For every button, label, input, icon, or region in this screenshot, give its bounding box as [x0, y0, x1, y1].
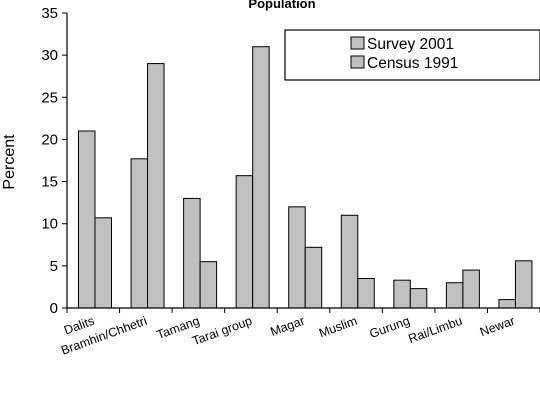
bar-census-2: [199, 261, 218, 309]
bar-survey-8: [498, 299, 516, 309]
y-tick-label: 30: [41, 47, 58, 64]
bar-census-5: [357, 278, 375, 309]
y-tick-label: 15: [41, 174, 58, 191]
x-tick-label: Tarai group: [190, 314, 254, 349]
bar-census-8: [514, 260, 533, 309]
bar-survey-5: [340, 214, 359, 309]
bar-survey-0: [78, 130, 96, 309]
axes-group: [66, 13, 540, 309]
x-tick-label: Magar: [268, 314, 306, 339]
bar-census-3: [252, 46, 270, 309]
x-tick-label: Gurung: [368, 314, 412, 341]
y-ticks-group: 0 5 10 15 20 25 30 35: [41, 5, 67, 317]
y-tick-label: 20: [41, 131, 58, 148]
bar-census-1: [147, 63, 165, 309]
y-tick-label: 5: [50, 258, 58, 275]
bar-survey-1: [130, 158, 149, 309]
bar-census-6: [409, 288, 428, 309]
bar-census-4: [304, 246, 323, 309]
chart-title: Population: [248, 0, 315, 11]
legend-label: Survey 2001: [367, 36, 454, 53]
bar-census-0: [94, 217, 112, 309]
bars-group: [78, 46, 533, 309]
y-tick-label: 10: [41, 216, 58, 233]
bar-survey-2: [183, 197, 201, 309]
bar-survey-6: [393, 279, 411, 309]
bar-survey-7: [445, 282, 464, 309]
bar-census-7: [462, 269, 480, 309]
legend-box: [284, 29, 540, 81]
x-tick-label: Newar: [478, 314, 517, 340]
legend: Survey 2001 Census 1991: [284, 29, 540, 81]
bar-survey-4: [288, 206, 306, 309]
legend-swatch: [350, 55, 365, 69]
bar-survey-3: [235, 175, 254, 309]
x-tick-label: Muslim: [317, 314, 359, 341]
legend-swatch: [350, 36, 365, 50]
y-axis-label: Percent: [1, 134, 18, 190]
x-tick-label: Rai/Limbu: [407, 314, 465, 346]
y-tick-label: 35: [41, 5, 58, 22]
legend-label: Census 1991: [367, 55, 458, 72]
y-tick-label: 0: [50, 300, 58, 317]
y-tick-label: 25: [41, 89, 58, 106]
